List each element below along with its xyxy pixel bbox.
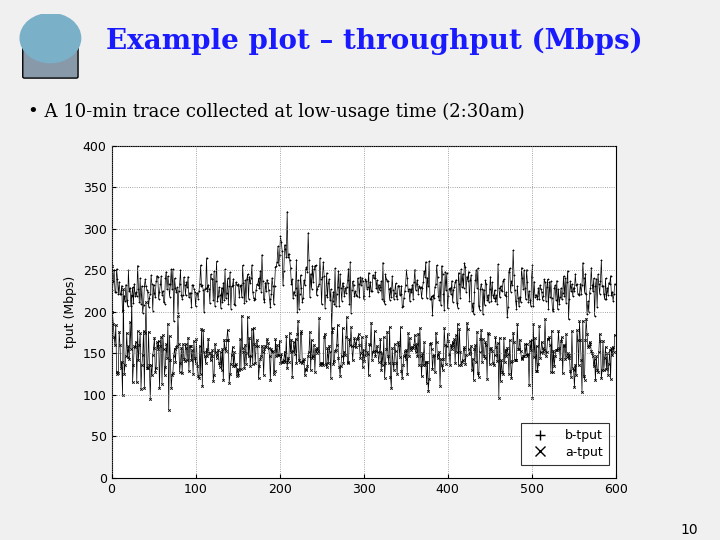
Legend: b-tput, a-tput: b-tput, a-tput [521,423,609,465]
Y-axis label: tput (Mbps): tput (Mbps) [64,276,77,348]
Text: • A 10-min trace collected at low-usage time (2:30am): • A 10-min trace collected at low-usage … [28,103,525,121]
FancyBboxPatch shape [23,37,78,78]
Text: 10: 10 [681,523,698,537]
Circle shape [20,14,81,63]
Text: Example plot – throughput (Mbps): Example plot – throughput (Mbps) [106,28,643,55]
